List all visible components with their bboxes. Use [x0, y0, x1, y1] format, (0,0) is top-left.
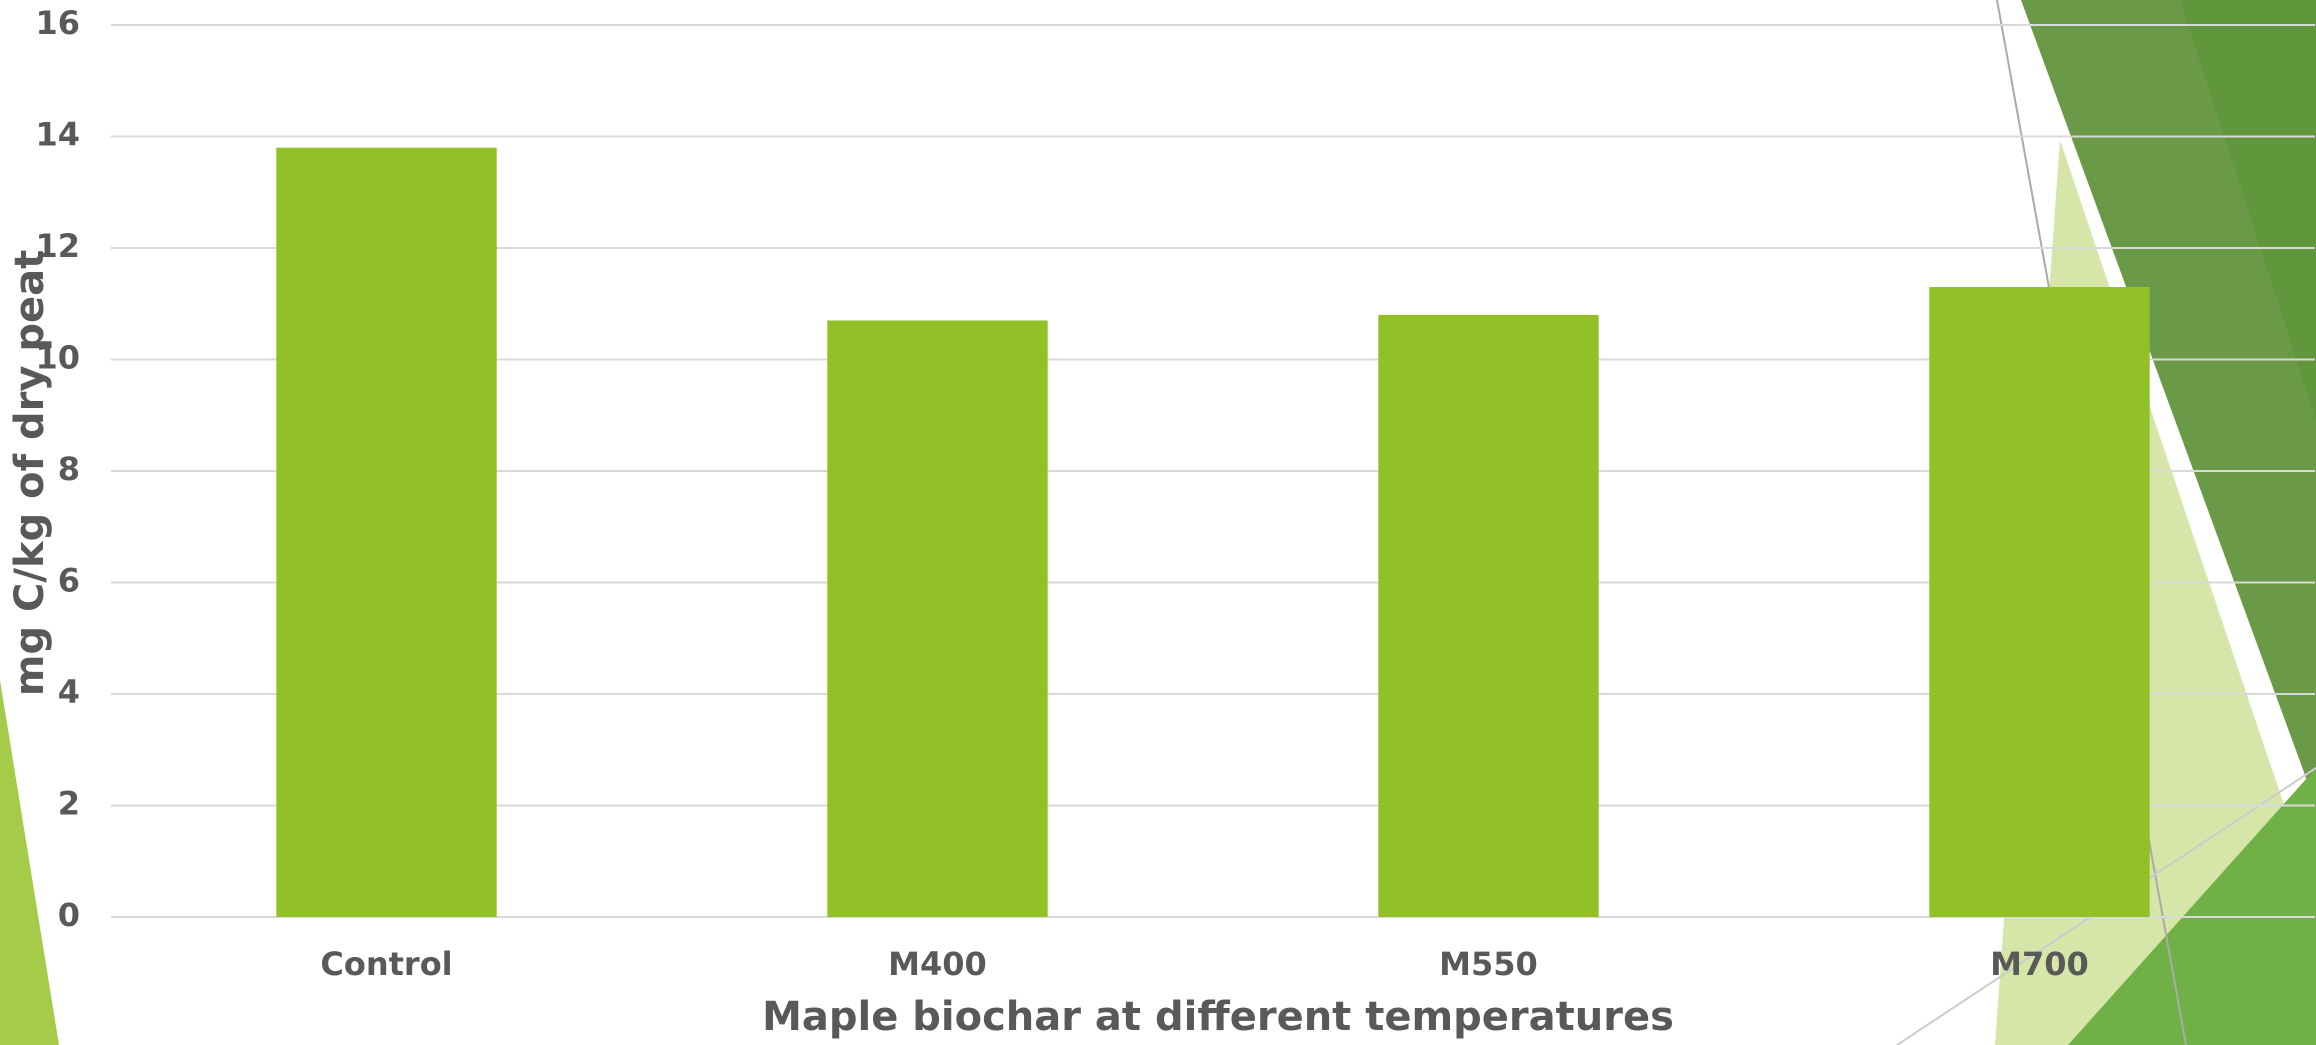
- bar: [1929, 287, 2150, 917]
- x-tick-label: Control: [320, 945, 452, 983]
- left-triangle: [0, 680, 59, 1045]
- bar: [1378, 314, 1599, 917]
- y-tick-label: 14: [35, 116, 80, 154]
- y-tick-label: 8: [58, 450, 80, 488]
- y-axis-title: mg C/kg of dry peat: [7, 250, 53, 696]
- x-tick-label: M400: [888, 945, 987, 983]
- y-tick-label: 12: [35, 227, 80, 265]
- y-tick-label: 10: [35, 339, 80, 377]
- y-tick-label: 4: [58, 673, 80, 711]
- y-tick-label: 0: [58, 896, 80, 934]
- bar: [276, 147, 497, 917]
- dark-overlay: [2180, 0, 2316, 420]
- x-axis-title: Maple biochar at different temperatures: [762, 994, 1674, 1040]
- bright-triangle: [2068, 768, 2316, 1045]
- y-tick-label: 2: [58, 785, 80, 823]
- dark-triangle: [2021, 0, 2316, 805]
- y-tick-label: 6: [58, 562, 80, 600]
- y-tick-label: 16: [35, 4, 80, 42]
- x-tick-label: M550: [1439, 945, 1538, 983]
- bar: [827, 320, 1048, 918]
- x-tick-label: M700: [1990, 945, 2089, 983]
